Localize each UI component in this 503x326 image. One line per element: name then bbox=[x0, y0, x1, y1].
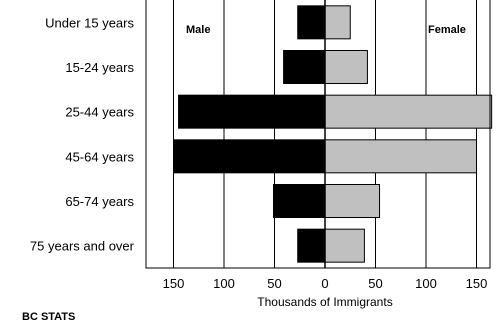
category-label: Under 15 years bbox=[45, 15, 134, 30]
x-tick-label: 0 bbox=[321, 276, 328, 291]
category-label: 15-24 years bbox=[65, 60, 134, 75]
bar-female-5 bbox=[324, 228, 365, 263]
source-note: BC STATS bbox=[22, 311, 76, 323]
bar-male-4 bbox=[272, 184, 326, 218]
bar-female-2 bbox=[324, 94, 493, 129]
bar-male-2 bbox=[178, 94, 326, 129]
x-axis-title: Thousands of Immigrants bbox=[257, 295, 392, 309]
bar-female-1 bbox=[324, 50, 368, 84]
x-tick-label: 150 bbox=[466, 276, 488, 291]
legend-male: Male bbox=[186, 24, 210, 36]
bar-female-4 bbox=[324, 184, 381, 218]
category-label: 75 years and over bbox=[30, 239, 135, 254]
x-tick-label: 100 bbox=[213, 276, 235, 291]
bar-female-0 bbox=[324, 5, 351, 40]
legend-female: Female bbox=[428, 24, 466, 36]
x-tick-label: 50 bbox=[267, 276, 281, 291]
bar-male-3 bbox=[173, 139, 326, 174]
bar-male-0 bbox=[297, 5, 326, 40]
bar-male-5 bbox=[297, 228, 326, 263]
x-tick-label: 150 bbox=[163, 276, 185, 291]
bar-male-1 bbox=[283, 50, 326, 84]
category-label: 25-44 years bbox=[65, 105, 134, 120]
plot-frame bbox=[145, 0, 491, 269]
bar-female-3 bbox=[324, 139, 477, 174]
category-label: 65-74 years bbox=[65, 194, 134, 209]
x-tick-label: 50 bbox=[368, 276, 382, 291]
x-tick-label: 100 bbox=[415, 276, 437, 291]
category-label: 45-64 years bbox=[65, 149, 134, 164]
